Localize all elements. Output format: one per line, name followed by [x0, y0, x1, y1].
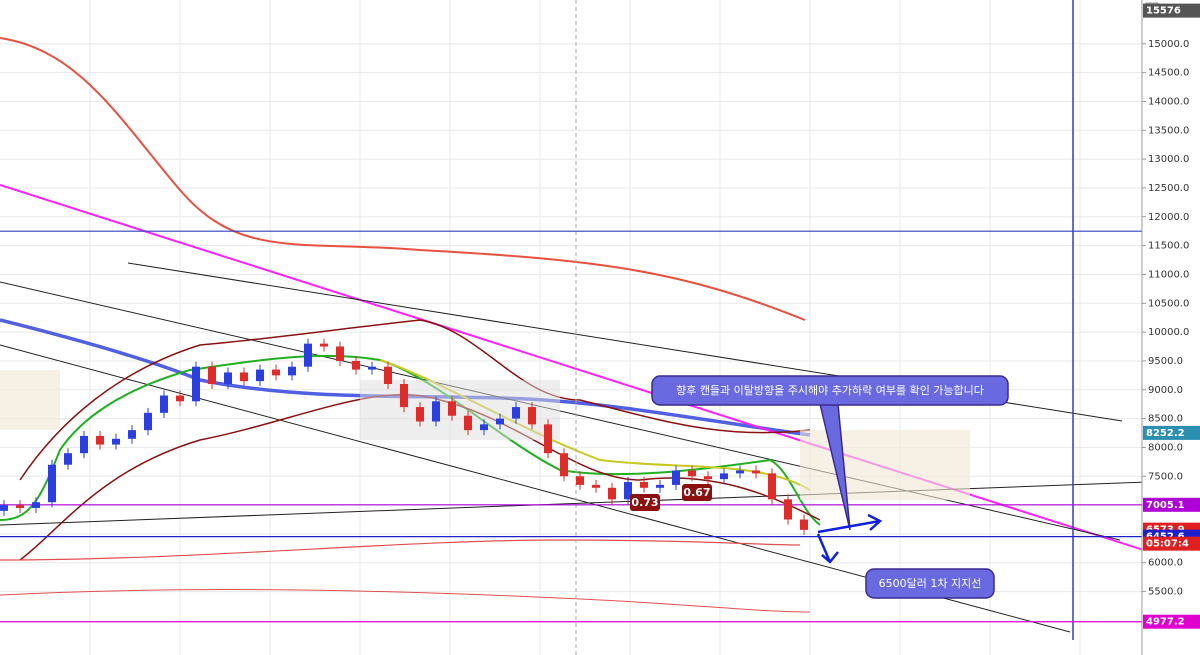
candle [272, 369, 280, 376]
price-label: 8252.2 [1146, 428, 1185, 439]
candle [192, 366, 200, 402]
candle [512, 407, 520, 419]
y-tick-label: 13000.0 [1148, 154, 1189, 165]
candle [320, 343, 328, 347]
candle [480, 424, 488, 431]
y-tick-label: 15000.0 [1148, 39, 1189, 50]
price-label: 4977.2 [1146, 617, 1185, 628]
candle [400, 384, 408, 408]
annotation: 6500달러 1차 지지선 [879, 577, 982, 590]
annotation: 향후 캔들과 이탈방향을 주시해야 추가하락 여부를 확인 가능합니다 [676, 383, 984, 397]
y-tick-label: 7500.0 [1148, 471, 1183, 482]
candle [752, 470, 760, 474]
candle [784, 499, 792, 520]
candle [672, 470, 680, 485]
candle [304, 343, 312, 367]
y-tick-label: 13500.0 [1148, 125, 1189, 136]
candle [288, 366, 296, 376]
candle [368, 366, 376, 370]
fib-label: 0.73 [631, 496, 658, 509]
candle [720, 473, 728, 480]
candle [64, 453, 72, 465]
y-tick-label: 12000.0 [1148, 212, 1189, 223]
candle [352, 360, 360, 370]
candle [336, 346, 344, 361]
y-tick-label: 14000.0 [1148, 96, 1189, 107]
candle [768, 473, 776, 500]
arrow [817, 513, 883, 534]
price-label-box [1143, 3, 1200, 18]
price-axis-labels: 5500.06000.06500.07000.07500.08000.08500… [1142, 3, 1200, 629]
annotation-box [651, 375, 1009, 406]
price-label: 15576 [1146, 6, 1181, 17]
candles [0, 338, 808, 535]
candle [48, 464, 56, 503]
candle [576, 476, 584, 485]
countdown: 05:07:4 [1146, 539, 1189, 550]
candle [704, 476, 712, 480]
candle [16, 505, 24, 508]
candle [416, 407, 424, 422]
fib-box [682, 484, 712, 501]
arrow [816, 533, 839, 564]
candle [656, 484, 664, 488]
y-tick-label: 9000.0 [1148, 385, 1183, 396]
candle [0, 505, 8, 511]
candle [464, 415, 472, 431]
candle [448, 401, 456, 416]
candle [432, 401, 440, 422]
levels [0, 230, 1142, 623]
candle [800, 519, 808, 530]
y-tick-label: 8000.0 [1148, 442, 1183, 453]
y-tick-label: 6000.0 [1148, 558, 1183, 569]
candle [528, 407, 536, 425]
candle [544, 424, 552, 454]
countdown-box [1143, 536, 1200, 551]
candle [32, 502, 40, 508]
candle [256, 369, 264, 382]
candle [176, 395, 184, 402]
y-tick-label: 12500.0 [1148, 183, 1189, 194]
grid [0, 0, 1142, 655]
price-label-box [1143, 497, 1200, 512]
candle [224, 372, 232, 385]
candle [640, 482, 648, 488]
candle [688, 470, 696, 477]
price-label-box [1143, 614, 1200, 629]
candle [608, 487, 616, 500]
candle [592, 484, 600, 488]
y-tick-label: 8500.0 [1148, 414, 1183, 425]
y-tick-label: 9500.0 [1148, 356, 1183, 367]
fib-box [630, 494, 660, 511]
candle [208, 366, 216, 385]
y-tick-label: 10000.0 [1148, 327, 1189, 338]
fib-label: 0.67 [683, 486, 710, 499]
candle [240, 372, 248, 382]
candle [560, 453, 568, 477]
y-tick-label: 14500.0 [1148, 68, 1189, 79]
candle [496, 418, 504, 425]
candle [384, 366, 392, 385]
y-tick-label: 11500.0 [1148, 241, 1189, 252]
price-label-box [1143, 425, 1200, 440]
candle [624, 482, 632, 500]
candle [128, 430, 136, 439]
annotation-box [865, 568, 995, 599]
price-label: 7005.1 [1146, 500, 1185, 511]
candle [160, 395, 168, 413]
candle [736, 470, 744, 474]
y-tick-label: 11000.0 [1148, 269, 1189, 280]
y-tick-label: 5500.0 [1148, 587, 1183, 598]
candle [80, 435, 88, 454]
y-tick-label: 10500.0 [1148, 298, 1189, 309]
candle [96, 435, 104, 445]
candle [144, 412, 152, 431]
candle [112, 438, 120, 445]
